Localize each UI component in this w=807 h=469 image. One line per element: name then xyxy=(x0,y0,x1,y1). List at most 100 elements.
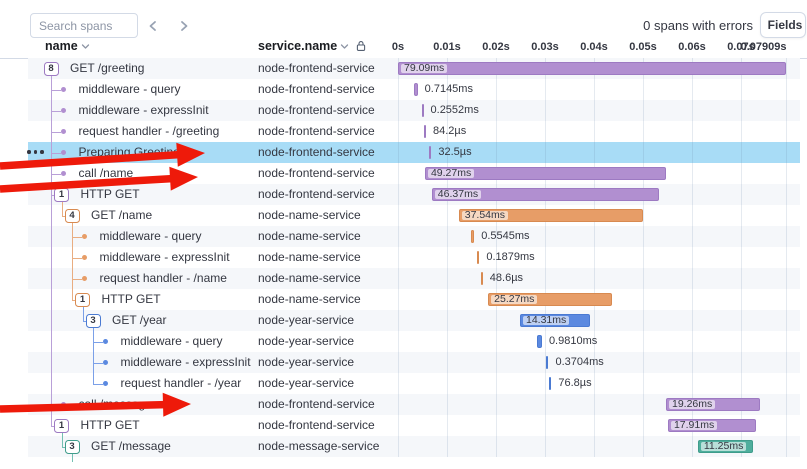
span-service-name: node-frontend-service xyxy=(258,79,375,100)
next-match-button[interactable] xyxy=(172,14,196,38)
span-duration-label: 76.8µs xyxy=(558,373,591,394)
span-row[interactable]: call /namenode-frontend-service49.27ms xyxy=(0,163,807,184)
span-name: middleware - query xyxy=(100,226,202,247)
span-duration-bar[interactable]: 46.37ms xyxy=(432,188,659,201)
span-duration-bar[interactable] xyxy=(422,104,424,117)
span-dot-icon xyxy=(82,255,87,260)
collapse-badge[interactable]: 4 xyxy=(65,209,80,223)
span-name: GET /year xyxy=(112,310,166,331)
span-duration-bar[interactable] xyxy=(429,146,431,159)
span-duration-bar[interactable] xyxy=(549,377,551,390)
sort-caret-icon xyxy=(81,42,90,51)
span-service-name: node-year-service xyxy=(258,352,354,373)
axis-tick-label: 0.05s xyxy=(629,41,657,53)
span-duration-label: 48.6µs xyxy=(490,268,523,289)
span-duration-bar[interactable]: 11.25ms xyxy=(698,440,753,453)
span-service-name: node-year-service xyxy=(258,373,354,394)
span-duration-label: 37.54ms xyxy=(462,211,508,220)
span-duration-bar[interactable] xyxy=(481,272,483,285)
collapse-badge[interactable]: 1 xyxy=(75,293,90,307)
span-duration-label: 79.09ms xyxy=(401,64,447,73)
prev-match-button[interactable] xyxy=(141,14,165,38)
span-service-name: node-frontend-service xyxy=(258,58,375,79)
span-service-name: node-name-service xyxy=(258,226,361,247)
span-name: call /name xyxy=(79,163,134,184)
span-duration-bar[interactable] xyxy=(537,335,542,348)
span-name: middleware - expressInit xyxy=(100,247,230,268)
span-duration-bar[interactable] xyxy=(477,251,479,264)
span-duration-label: 17.91ms xyxy=(671,421,717,430)
lock-icon[interactable] xyxy=(356,40,366,52)
span-row[interactable]: middleware - querynode-year-service0.981… xyxy=(0,331,807,352)
span-name: middleware - expressInit xyxy=(79,100,209,121)
collapse-badge[interactable]: 3 xyxy=(86,314,101,328)
column-header-service-name[interactable]: service.name xyxy=(258,39,366,53)
span-duration-label: 0.7145ms xyxy=(425,79,473,100)
span-duration-label: 14.31ms xyxy=(523,316,569,325)
span-duration-bar[interactable] xyxy=(424,125,426,138)
column-header-name[interactable]: name xyxy=(45,39,90,53)
span-duration-label: 0.5545ms xyxy=(481,226,529,247)
span-row[interactable]: middleware - expressInit node-name-servic… xyxy=(0,247,807,268)
span-dot-icon xyxy=(103,339,108,344)
span-row[interactable]: request handler - /yearnode-year-service… xyxy=(0,373,807,394)
span-duration-bar[interactable]: 19.26ms xyxy=(666,398,760,411)
axis-tick-label: 0.02s xyxy=(482,41,510,53)
search-input[interactable] xyxy=(30,13,138,38)
span-duration-bar[interactable]: 37.54ms xyxy=(459,209,643,222)
span-service-name: node-name-service xyxy=(258,289,361,310)
span-dot-icon xyxy=(103,360,108,365)
span-duration-bar[interactable]: 17.91ms xyxy=(668,419,756,432)
span-service-name: node-name-service xyxy=(258,247,361,268)
span-name: middleware - query xyxy=(121,331,223,352)
span-row[interactable]: 4GET /namenode-name-service37.54ms xyxy=(0,205,807,226)
span-name: HTTP GET xyxy=(81,184,140,205)
span-row[interactable]: middleware - expressInit node-year-servic… xyxy=(0,352,807,373)
span-row[interactable]: request handler - /namenode-name-service… xyxy=(0,268,807,289)
collapse-badge[interactable]: 1 xyxy=(54,419,69,433)
column-header-row: name service.name 0s0.01s0.02s0.03s0.04s… xyxy=(0,36,807,59)
span-duration-label: 49.27ms xyxy=(428,169,474,178)
span-duration-bar[interactable]: 49.27ms xyxy=(425,167,666,180)
span-name: middleware - query xyxy=(79,79,181,100)
axis-end-label: 0.07909s xyxy=(741,41,787,53)
collapse-badge[interactable]: 1 xyxy=(54,188,69,202)
span-dot-icon xyxy=(103,381,108,386)
span-duration-bar[interactable] xyxy=(414,83,418,96)
spans-with-errors-count: 0 spans with errors xyxy=(643,18,753,33)
span-duration-label: 84.2µs xyxy=(433,121,466,142)
span-row[interactable]: 1HTTP GETnode-frontend-service17.91ms xyxy=(0,415,807,436)
span-dot-icon xyxy=(61,87,66,92)
span-duration-bar[interactable]: 79.09ms xyxy=(398,62,786,75)
span-duration-bar[interactable] xyxy=(546,356,548,369)
span-row[interactable]: 1HTTP GETnode-frontend-service46.37ms xyxy=(0,184,807,205)
span-duration-label: 0.2552ms xyxy=(431,100,479,121)
fields-button[interactable]: Fields xyxy=(760,12,806,38)
span-dot-icon xyxy=(61,402,66,407)
span-row[interactable]: request handler - /greetingnode-frontend… xyxy=(0,121,807,142)
span-row[interactable]: middleware - query node-frontend-service 0… xyxy=(0,79,807,100)
span-duration-bar[interactable]: 25.27ms xyxy=(488,293,612,306)
span-actions-button[interactable] xyxy=(27,150,44,154)
axis-tick-label: 0.03s xyxy=(531,41,559,53)
span-dot-icon xyxy=(82,234,87,239)
span-dot-icon xyxy=(61,108,66,113)
span-service-name: node-name-service xyxy=(258,205,361,226)
span-duration-bar[interactable] xyxy=(471,230,474,243)
axis-tick-label: 0s xyxy=(392,41,404,53)
span-dot-icon xyxy=(61,129,66,134)
span-duration-bar[interactable]: 14.31ms xyxy=(520,314,590,327)
collapse-badge[interactable]: 8 xyxy=(44,62,59,76)
span-row[interactable]: call /messagenode-frontend-service19.26m… xyxy=(0,394,807,415)
span-dot-icon xyxy=(61,150,66,155)
span-row[interactable]: middleware - query node-name-service 0.554… xyxy=(0,226,807,247)
span-row[interactable]: 8GET /greetingnode-frontend-service79.09… xyxy=(0,58,807,79)
span-name: middleware - expressInit xyxy=(121,352,251,373)
collapse-badge[interactable]: 3 xyxy=(65,440,80,454)
span-row[interactable]: Preparing Greetingnode-frontend-service3… xyxy=(0,142,807,163)
span-row[interactable]: 3GET /yearnode-year-service14.31ms xyxy=(0,310,807,331)
span-name: call /message xyxy=(79,394,152,415)
span-row[interactable]: middleware - expressInitnode-frontend-se… xyxy=(0,100,807,121)
span-row[interactable]: 1HTTP GETnode-name-service25.27ms xyxy=(0,289,807,310)
span-row[interactable]: 3GET /messagenode-message-service11.25ms xyxy=(0,436,807,457)
